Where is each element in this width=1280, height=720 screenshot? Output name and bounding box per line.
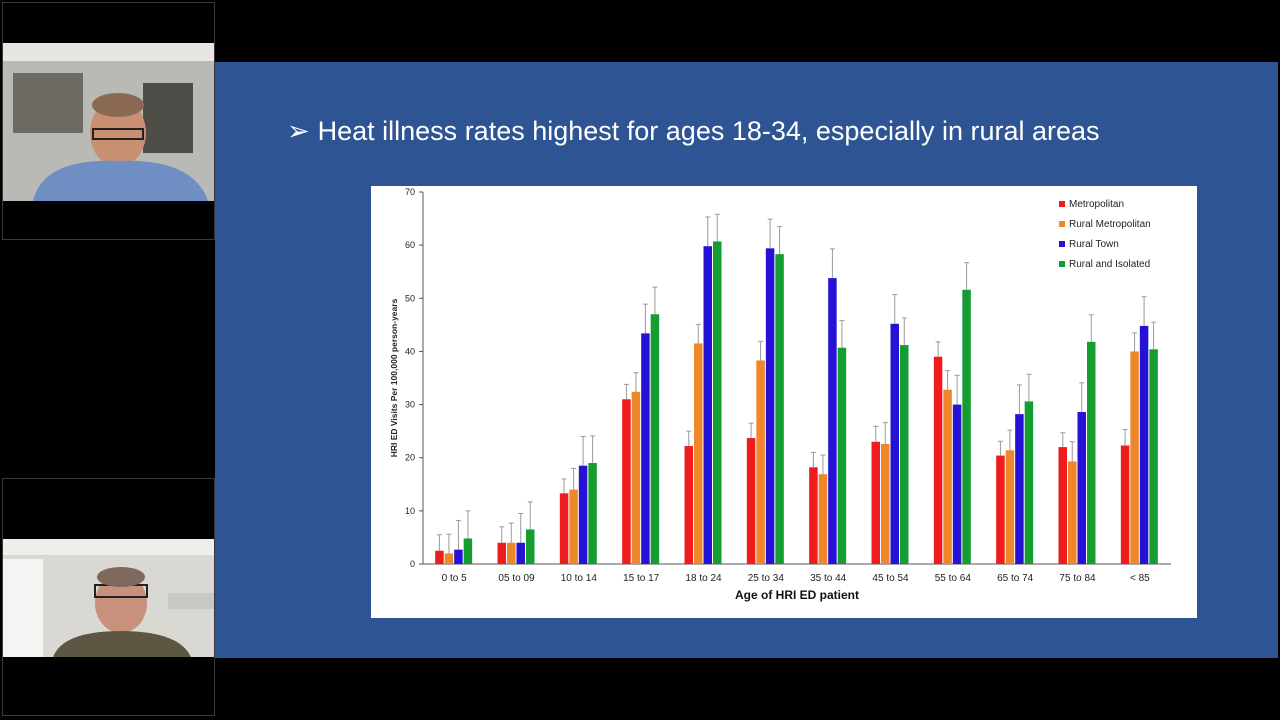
x-tick-label: 0 to 5 [442, 573, 467, 584]
bar-rural-and-isolated [463, 538, 473, 564]
bar-metropolitan [871, 441, 880, 564]
legend-swatch [1059, 261, 1065, 267]
x-axis-label: Age of HRI ED patient [735, 588, 859, 602]
y-tick-label: 50 [405, 293, 415, 303]
bar-rural-and-isolated [588, 463, 597, 564]
x-tick-label: 25 to 34 [748, 573, 785, 584]
bar-metropolitan [933, 356, 943, 564]
y-tick-label: 60 [405, 240, 415, 250]
bar-metropolitan [622, 399, 631, 564]
person-video-icon [3, 43, 214, 201]
bar-chart: 0 10 20 30 40 50 60 70 HRI ED Visits Per 100,000… [371, 186, 1197, 618]
bar-rural-town [952, 404, 962, 564]
bar-metropolitan [1120, 445, 1130, 564]
bar-rural-town [703, 246, 712, 564]
legend-swatch [1059, 201, 1065, 207]
x-tick-label: 35 to 44 [810, 573, 847, 584]
bar-rural-metropolitan [631, 391, 641, 564]
bar-metropolitan [497, 542, 506, 564]
bar-metropolitan [684, 446, 693, 564]
legend-item-rural-metropolitan: Rural Metropolitan [1059, 214, 1151, 234]
bar-rural-metropolitan [444, 553, 454, 564]
bar-rural-town [454, 549, 463, 564]
y-tick-label: 70 [405, 187, 415, 197]
x-tick-label: < 85 [1130, 573, 1150, 584]
x-tick-label: 55 to 64 [935, 573, 972, 584]
participant-video-1 [3, 43, 214, 201]
slide-headline: ➢ Heat illness rates highest for ages 18-… [287, 116, 1100, 147]
x-tick-label: 65 to 74 [997, 573, 1034, 584]
bar-rural-town [578, 465, 588, 564]
x-tick-label: 45 to 54 [872, 573, 909, 584]
x-tick-label: 75 to 84 [1059, 573, 1096, 584]
x-tick-label: 18 to 24 [685, 573, 722, 584]
bar-rural-town [1015, 414, 1024, 564]
headline-text: Heat illness rates highest for ages 18-3… [317, 116, 1100, 146]
bar-rural-metropolitan [1005, 450, 1015, 564]
bar-rural-town [1139, 325, 1149, 564]
bar-rural-and-isolated [775, 254, 784, 565]
bar-rural-metropolitan [756, 360, 765, 564]
bar-rural-and-isolated [650, 314, 660, 564]
legend-label: Rural Town [1069, 238, 1119, 250]
y-tick-label: 30 [405, 400, 415, 410]
presentation-slide: ➢ Heat illness rates highest for ages 18-… [215, 62, 1278, 658]
x-tick-label: 15 to 17 [623, 573, 660, 584]
bar-metropolitan [435, 550, 444, 564]
chart-legend: Metropolitan Rural Metropolitan Rural To… [1059, 194, 1151, 274]
bar-metropolitan [559, 493, 569, 564]
y-tick-label: 0 [410, 559, 415, 569]
bar-rural-and-isolated [1087, 341, 1096, 564]
legend-label: Rural and Isolated [1069, 258, 1151, 270]
participant-tile-1[interactable] [2, 2, 215, 240]
legend-label: Metropolitan [1069, 198, 1125, 210]
bullet-arrow-icon: ➢ [287, 116, 310, 146]
legend-swatch [1059, 241, 1065, 247]
y-tick-label: 10 [405, 506, 415, 516]
bar-rural-and-isolated [900, 345, 909, 564]
bar-rural-and-isolated [1024, 401, 1034, 564]
participant-video-2 [3, 539, 214, 657]
bar-rural-metropolitan [943, 389, 952, 564]
bar-rural-metropolitan [818, 474, 828, 564]
bar-rural-metropolitan [569, 489, 578, 564]
legend-item-rural-and-isolated: Rural and Isolated [1059, 254, 1151, 274]
legend-item-metropolitan: Metropolitan [1059, 194, 1151, 214]
y-tick-label: 40 [405, 346, 415, 356]
legend-item-rural-town: Rural Town [1059, 234, 1151, 254]
y-tick-label: 20 [405, 453, 415, 463]
bar-rural-and-isolated [713, 241, 722, 564]
chart-canvas: 0 10 20 30 40 50 60 70 HRI ED Visits Per 100,000… [389, 187, 1171, 602]
bar-rural-town [641, 333, 650, 564]
person-video-icon [3, 539, 214, 657]
legend-swatch [1059, 221, 1065, 227]
x-tick-label: 10 to 14 [561, 573, 598, 584]
bar-rural-metropolitan [1130, 351, 1139, 564]
bar-rural-metropolitan [507, 542, 516, 564]
bar-metropolitan [809, 467, 818, 564]
legend-label: Rural Metropolitan [1069, 218, 1151, 230]
x-tick-label: 05 to 09 [498, 573, 535, 584]
bar-rural-town [765, 248, 775, 564]
bar-rural-and-isolated [1149, 349, 1158, 564]
bar-metropolitan [996, 455, 1005, 564]
bar-rural-and-isolated [526, 529, 535, 564]
bar-rural-town [1077, 412, 1086, 564]
bar-rural-and-isolated [837, 347, 847, 564]
bar-rural-town [828, 278, 837, 564]
bar-rural-town [516, 542, 525, 564]
bar-metropolitan [746, 438, 756, 564]
bar-metropolitan [1058, 447, 1067, 564]
bar-rural-metropolitan [694, 343, 703, 564]
bar-rural-town [890, 323, 899, 564]
bar-rural-metropolitan [1068, 461, 1077, 564]
bar-rural-and-isolated [962, 289, 971, 564]
y-axis-label: HRI ED Visits Per 100,000 person-years [389, 298, 399, 457]
bar-rural-metropolitan [881, 443, 890, 564]
participant-tile-2[interactable] [2, 478, 215, 716]
